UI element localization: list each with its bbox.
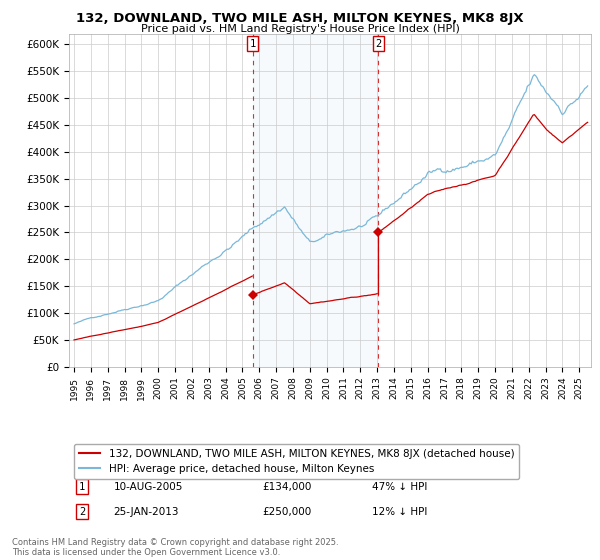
Text: Price paid vs. HM Land Registry's House Price Index (HPI): Price paid vs. HM Land Registry's House …: [140, 24, 460, 34]
Legend: 132, DOWNLAND, TWO MILE ASH, MILTON KEYNES, MK8 8JX (detached house), HPI: Avera: 132, DOWNLAND, TWO MILE ASH, MILTON KEYN…: [74, 444, 520, 479]
Text: 47% ↓ HPI: 47% ↓ HPI: [372, 482, 427, 492]
Text: 12% ↓ HPI: 12% ↓ HPI: [372, 507, 427, 517]
Text: 2: 2: [375, 39, 382, 49]
Text: 25-JAN-2013: 25-JAN-2013: [113, 507, 179, 517]
Text: 132, DOWNLAND, TWO MILE ASH, MILTON KEYNES, MK8 8JX: 132, DOWNLAND, TWO MILE ASH, MILTON KEYN…: [76, 12, 524, 25]
Text: 2: 2: [79, 507, 85, 517]
Text: Contains HM Land Registry data © Crown copyright and database right 2025.
This d: Contains HM Land Registry data © Crown c…: [12, 538, 338, 557]
Bar: [253, 34, 379, 367]
Text: 1: 1: [79, 482, 85, 492]
Text: 1: 1: [250, 39, 256, 49]
Text: £250,000: £250,000: [262, 507, 311, 517]
Text: £134,000: £134,000: [262, 482, 311, 492]
Text: 10-AUG-2005: 10-AUG-2005: [113, 482, 183, 492]
